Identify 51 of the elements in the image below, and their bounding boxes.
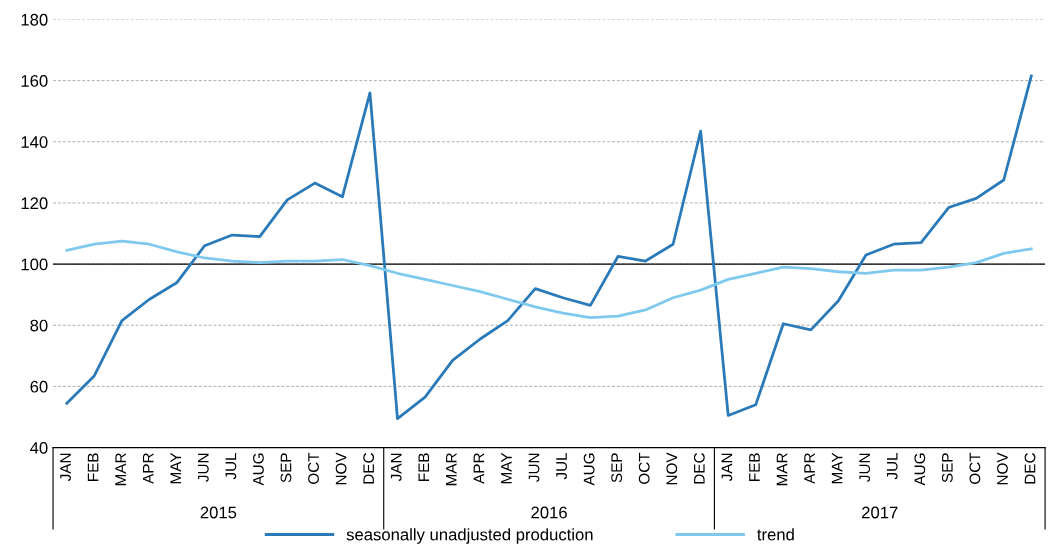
x-tick-label: JAN (390, 453, 402, 482)
x-tick-label: SEP (611, 453, 623, 483)
x-tick-label: JUN (859, 453, 871, 482)
x-tick-label: OCT (638, 452, 650, 484)
text: 2017 (862, 506, 898, 519)
y-tick-label: 120 (21, 197, 48, 210)
x-tick-label: OCT (969, 452, 981, 484)
x-tick-label: JUN (528, 453, 540, 482)
x-tick-label: DEC (363, 453, 375, 484)
y-tick-label: 180 (21, 13, 48, 26)
text: 2015 (200, 506, 237, 519)
line-series (65, 239, 1033, 319)
x-tick-label: JUN (198, 453, 209, 482)
x-tick-label: MAY (501, 452, 512, 484)
x-tick-label: MAR (776, 453, 788, 486)
x-tick-label: SEP (280, 453, 292, 483)
x-tick-label: AUG (253, 453, 264, 486)
x-tick-label: FEB (87, 453, 99, 481)
x-tick-label: FEB (749, 453, 760, 481)
x-tick-label: SEP (941, 453, 953, 483)
x-tick-label: NOV (335, 452, 347, 485)
y-tick-label: 60 (30, 380, 48, 393)
y-tick-label: 80 (30, 319, 48, 332)
x-tick-label: JAN (60, 453, 71, 482)
x-tick-label: JUL (225, 452, 237, 480)
x-tick-label: NOV (997, 452, 1008, 485)
y-tick-label: 140 (21, 136, 48, 148)
x-tick-label: APR (142, 453, 154, 484)
x-tick-label: JUL (556, 452, 567, 480)
x-tick-label: AUG (914, 453, 926, 486)
text: 2016 (531, 506, 567, 519)
y-tick-label: 100 (21, 258, 48, 271)
x-tick-label: NOV (666, 452, 678, 485)
x-tick-label: APR (804, 453, 815, 484)
legend-label: seasonally unadjusted production (346, 528, 593, 544)
x-tick-label: MAY (831, 452, 843, 484)
x-tick-label: FEB (418, 453, 430, 481)
legend-label: trend (757, 528, 794, 541)
x-tick-label: DEC (1024, 453, 1036, 484)
x-tick-label: OCT (308, 452, 319, 484)
x-tick-label: AUG (583, 453, 595, 486)
x-tick-label: DEC (693, 453, 705, 484)
y-tick-label: 40 (30, 441, 48, 454)
x-tick-label: JUL (886, 452, 898, 480)
x-tick-label: MAR (115, 453, 126, 486)
x-tick-label: MAY (170, 452, 182, 484)
line-series (65, 74, 1033, 420)
x-tick-label: APR (473, 453, 485, 484)
x-tick-label: JAN (721, 453, 733, 482)
y-tick-label: 160 (21, 75, 48, 87)
x-tick-label: MAR (446, 453, 457, 486)
